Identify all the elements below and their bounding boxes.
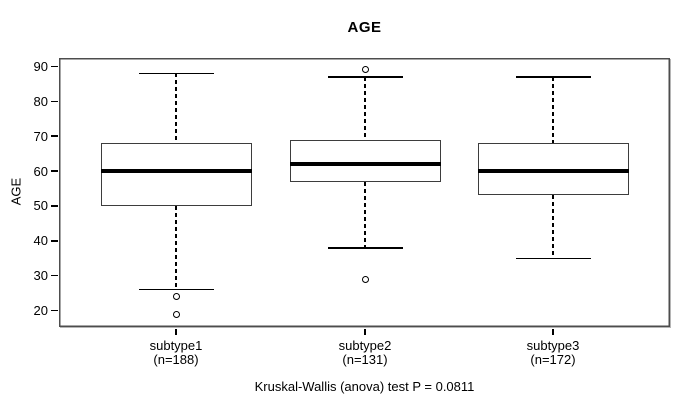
- group-label-subtype3: subtype3 (n=172): [483, 339, 623, 367]
- lower-whisker-cap-subtype3: [515, 257, 591, 260]
- group-name: subtype3: [526, 338, 580, 353]
- iqr-box-subtype1: [100, 143, 252, 206]
- chart-title: AGE: [347, 19, 382, 36]
- x-tick-mark: [175, 328, 177, 335]
- y-tick-label: 60: [33, 163, 48, 179]
- y-tick-label: 30: [33, 268, 48, 284]
- y-tick-mark: [51, 65, 58, 68]
- y-tick-mark: [51, 274, 58, 277]
- group-count: (n=172): [530, 352, 576, 367]
- group-count: (n=131): [342, 352, 388, 367]
- upper-whisker-subtype1: [175, 73, 177, 144]
- outlier-point-subtype2: [361, 66, 369, 74]
- upper-whisker-cap-subtype2: [327, 76, 403, 78]
- plot-area: [59, 58, 670, 327]
- median-line-subtype3: [477, 169, 629, 173]
- group-count: (n=188): [153, 352, 199, 367]
- upper-whisker-subtype2: [364, 76, 366, 140]
- y-tick-mark: [51, 100, 58, 102]
- outlier-point-subtype2: [361, 275, 369, 283]
- y-tick-label: 80: [33, 93, 48, 109]
- y-tick-mark: [51, 240, 58, 242]
- group-label-subtype2: subtype2 (n=131): [295, 339, 435, 367]
- y-tick-label: 90: [33, 58, 48, 74]
- y-tick-mark: [51, 135, 58, 137]
- lower-whisker-subtype1: [175, 205, 177, 290]
- x-tick-mark: [364, 328, 366, 335]
- y-tick-label: 70: [33, 128, 48, 144]
- y-tick-mark: [51, 205, 58, 207]
- x-tick-mark: [552, 328, 554, 335]
- lower-whisker-subtype2: [364, 181, 366, 248]
- lower-whisker-cap-subtype2: [327, 247, 403, 249]
- y-tick-label: 40: [33, 233, 48, 249]
- lower-whisker-cap-subtype1: [138, 288, 214, 291]
- group-name: subtype2: [338, 338, 392, 353]
- upper-whisker-cap-subtype1: [138, 72, 214, 75]
- outlier-point-subtype1: [172, 310, 180, 318]
- upper-whisker-subtype3: [552, 76, 554, 144]
- median-line-subtype2: [289, 162, 441, 166]
- y-tick-mark: [51, 309, 58, 312]
- upper-whisker-cap-subtype3: [515, 76, 591, 78]
- group-label-subtype1: subtype1 (n=188): [106, 339, 246, 367]
- median-line-subtype1: [100, 169, 252, 173]
- y-tick-label: 50: [33, 198, 48, 214]
- y-tick-mark: [51, 170, 58, 172]
- outlier-point-subtype1: [172, 293, 180, 301]
- lower-whisker-subtype3: [552, 195, 554, 259]
- stat-test-caption: Kruskal-Wallis (anova) test P = 0.0811: [254, 379, 475, 394]
- iqr-box-subtype2: [289, 139, 441, 182]
- y-tick-label: 20: [33, 303, 48, 319]
- group-name: subtype1: [149, 338, 203, 353]
